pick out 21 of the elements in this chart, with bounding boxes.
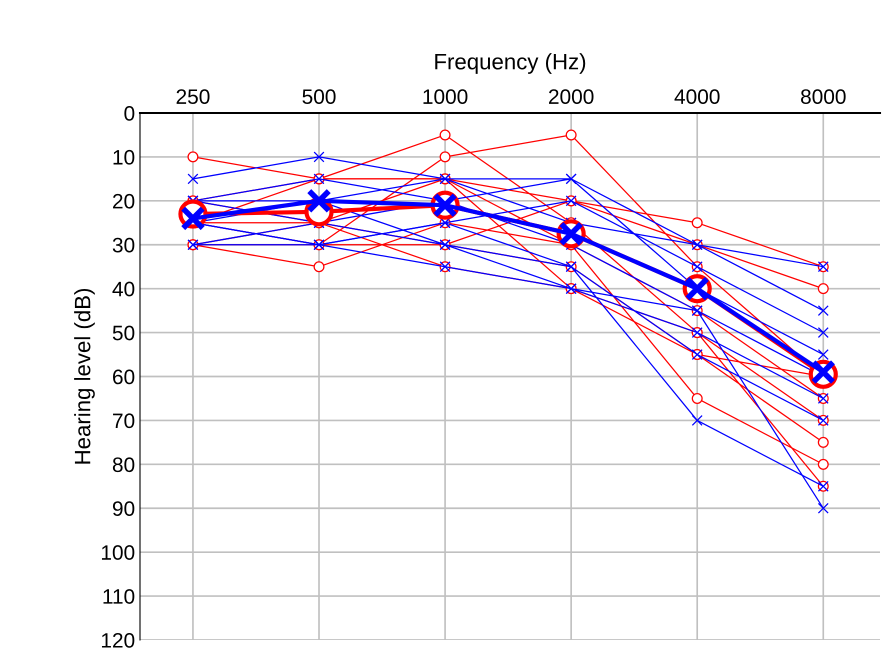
x-tick-label: 1000 [423,89,468,104]
y-tick-label: 10 [114,150,134,165]
x-axis-title: Frequency (Hz) [435,53,586,74]
x-tick-label: 2000 [549,89,594,104]
y-tick-label: 120 [102,633,134,648]
y-tick-label: 100 [102,545,134,560]
y-tick-label: 30 [112,238,134,253]
x-tick-label: 500 [302,89,336,104]
x-tick-label: 250 [176,89,210,104]
y-tick-label: 50 [112,326,134,340]
y-tick-label: 90 [112,501,134,516]
y-axis-title: Hearing level (dB) [74,288,95,464]
x-tick-label: 8000 [801,89,846,104]
y-tick-label: 70 [113,413,134,428]
x-tick-label: 4000 [674,89,720,104]
y-tick-label: 20 [113,194,134,209]
y-tick-label: 80 [112,457,134,472]
y-tick-label: 60 [113,370,134,384]
y-tick-label: 0 [124,106,134,121]
y-tick-label: 40 [112,282,134,296]
y-tick-label: 110 [104,589,134,604]
